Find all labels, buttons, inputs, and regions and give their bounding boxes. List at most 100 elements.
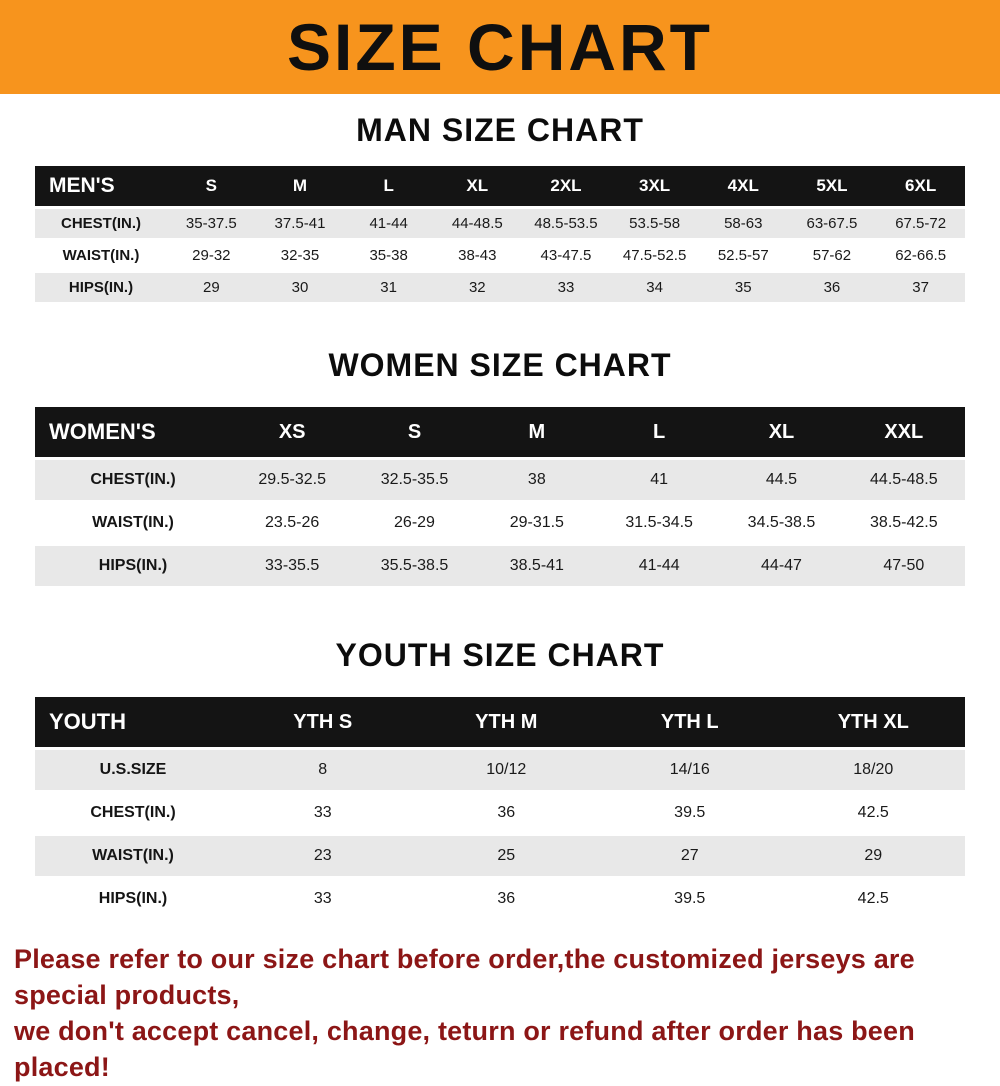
- banner: SIZE CHART: [0, 0, 1000, 94]
- size-value: 57-62: [812, 247, 852, 264]
- size-column-header: 2XL: [521, 166, 611, 206]
- size-column-header: L: [344, 166, 433, 206]
- size-column-header: M: [255, 166, 345, 206]
- size-value: 14/16: [669, 761, 710, 778]
- size-value: 18/20: [853, 761, 894, 778]
- women-size-table: WOMEN'S XS S M L XL XXL CHEST(IN.) 29.5-32.5 32.5…: [35, 404, 965, 589]
- size-value: 29: [202, 279, 220, 296]
- size-value: 38.5-42.5: [870, 514, 938, 531]
- table-row: HIPS(IN.) 33-35.5 35.5-38.5 38.5-41 41-44 44-…: [35, 546, 965, 586]
- men-size-section: MAN SIZE CHART MEN'S S M L XL 2XL 3XL 4XL 5XL 6XL…: [0, 112, 1000, 305]
- size-value: 44-47: [761, 557, 802, 574]
- size-value: 38.5-41: [509, 557, 564, 574]
- size-value: 44.5: [765, 471, 798, 488]
- size-value: 33: [557, 279, 575, 296]
- size-value: 38-43: [458, 247, 497, 264]
- size-column-header: 4XL: [698, 166, 788, 206]
- row-label: U.S.SIZE: [99, 761, 167, 778]
- size-value: 29-31.5: [509, 514, 564, 531]
- table-row: CHEST(IN.) 29.5-32.5 32.5-35.5 38 41 44.5 44.5…: [35, 460, 965, 500]
- table-header-row: YOUTH YTH S YTH M YTH L YTH XL: [35, 697, 965, 747]
- table-corner-label: MEN'S: [35, 166, 167, 206]
- size-value: 41: [650, 471, 669, 488]
- table-row: WAIST(IN.) 23.5-26 26-29 29-31.5 31.5-34.5 34…: [35, 503, 965, 543]
- row-label: HIPS(IN.): [98, 557, 168, 574]
- size-value: 30: [291, 279, 309, 296]
- size-column-header: 3XL: [610, 166, 699, 206]
- size-value: 44-48.5: [451, 215, 503, 232]
- size-value: 33: [313, 890, 332, 907]
- size-value: 27: [680, 847, 699, 864]
- size-value: 36: [497, 890, 516, 907]
- size-value: 41-44: [369, 215, 408, 232]
- size-value: 36: [823, 279, 841, 296]
- size-column-header: XS: [231, 407, 354, 457]
- size-value: 39.5: [674, 804, 706, 821]
- size-value: 31.5-34.5: [625, 514, 693, 531]
- size-value: 43-47.5: [540, 247, 592, 264]
- size-value: 37.5-41: [274, 215, 326, 232]
- men-section-heading: MAN SIZE CHART: [356, 112, 644, 148]
- page-title: SIZE CHART: [287, 10, 713, 84]
- size-value: 35-37.5: [185, 215, 237, 232]
- size-column-header: L: [597, 407, 721, 457]
- size-value: 35: [734, 279, 752, 296]
- size-value: 47-50: [883, 557, 925, 574]
- youth-size-section: YOUTH SIZE CHART YOUTH YTH S YTH M YTH L YTH…: [0, 637, 1000, 922]
- table-header-row: MEN'S S M L XL 2XL 3XL 4XL 5XL 6XL: [35, 166, 965, 206]
- footer-note-line-1: Please refer to our size chart before or…: [14, 944, 915, 1010]
- table-row: WAIST(IN.) 23 25 27 29: [35, 836, 965, 876]
- women-size-section: WOMEN SIZE CHART WOMEN'S XS S M L XL XXL CHEST(…: [0, 347, 1000, 589]
- size-column-header: M: [475, 407, 598, 457]
- size-value: 42.5: [857, 804, 889, 821]
- size-value: 35-38: [369, 247, 408, 264]
- row-label: CHEST(IN.): [90, 804, 176, 821]
- size-value: 29.5-32.5: [258, 471, 326, 488]
- youth-size-table: YOUTH YTH S YTH M YTH L YTH XL U.S.SIZE 8 10/12…: [35, 694, 965, 922]
- men-size-table: MEN'S S M L XL 2XL 3XL 4XL 5XL 6XL CHEST(IN.) 35-37…: [35, 163, 965, 305]
- size-column-header: YTH S: [231, 697, 415, 747]
- size-value: 23: [313, 847, 332, 864]
- size-column-header: YTH XL: [781, 697, 965, 747]
- women-section-heading: WOMEN SIZE CHART: [328, 347, 672, 383]
- size-value: 32-35: [280, 247, 320, 264]
- size-column-header: XXL: [842, 407, 965, 457]
- row-label: WAIST(IN.): [62, 247, 140, 264]
- size-value: 8: [318, 761, 328, 778]
- row-label: HIPS(IN.): [98, 890, 168, 907]
- size-value: 32: [468, 279, 486, 296]
- size-value: 34.5-38.5: [747, 514, 816, 531]
- size-value: 38: [527, 471, 546, 488]
- size-value: 42.5: [857, 890, 889, 907]
- size-value: 48.5-53.5: [534, 215, 598, 232]
- size-column-header: 5XL: [787, 166, 877, 206]
- size-value: 33-35.5: [265, 557, 320, 574]
- size-column-header: XL: [432, 166, 522, 206]
- row-label: CHEST(IN.): [61, 215, 141, 232]
- size-column-header: YTH M: [414, 697, 598, 747]
- size-column-header: 6XL: [876, 166, 965, 206]
- footer-note-line-2: we don't accept cancel, change, teturn o…: [14, 1015, 915, 1082]
- table-corner-label: WOMEN'S: [35, 407, 231, 457]
- size-column-header: YTH L: [598, 697, 782, 747]
- size-value: 63-67.5: [806, 215, 858, 232]
- size-value: 62-66.5: [895, 247, 947, 264]
- size-value: 47.5-52.5: [622, 247, 687, 264]
- size-value: 34: [646, 279, 663, 296]
- size-value: 67.5-72: [895, 215, 947, 232]
- row-label: WAIST(IN.): [92, 847, 174, 864]
- table-row: WAIST(IN.) 29-32 32-35 35-38 38-43 43-47.5 47.…: [35, 241, 965, 270]
- size-value: 44.5-48.5: [870, 471, 938, 488]
- size-value: 41-44: [638, 557, 680, 574]
- table-row: HIPS(IN.) 29 30 31 32 33 34 35 36 37: [35, 273, 965, 302]
- size-value: 37: [912, 279, 929, 296]
- table-row: CHEST(IN.) 35-37.5 37.5-41 41-44 44-48.5 48.5…: [35, 209, 965, 238]
- row-label: WAIST(IN.): [92, 514, 174, 531]
- size-value: 53.5-58: [629, 215, 681, 232]
- youth-section-heading: YOUTH SIZE CHART: [335, 637, 665, 673]
- size-column-header: S: [167, 166, 256, 206]
- size-value: 29-32: [192, 247, 231, 264]
- size-value: 36: [497, 804, 516, 821]
- size-value: 35.5-38.5: [380, 557, 449, 574]
